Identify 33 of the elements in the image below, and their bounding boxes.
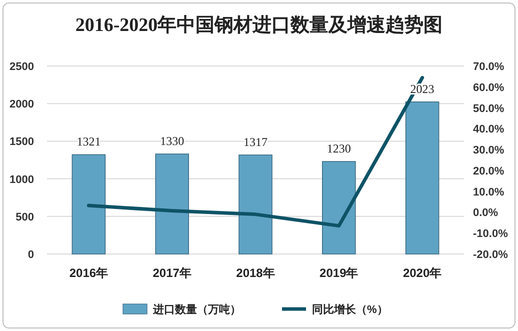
- data-label: 1230: [326, 142, 351, 156]
- y-tick-label: 1500: [10, 136, 34, 148]
- y2-tick-label: 10.0%: [473, 186, 504, 198]
- x-tick-label: 2017年: [152, 266, 192, 280]
- y2-tick-label: 50.0%: [473, 102, 504, 115]
- x-tick-label: 2016年: [69, 266, 108, 280]
- legend-label: 同比增长（%）: [312, 303, 388, 316]
- y-tick-label: 1000: [10, 174, 34, 186]
- legend-label: 进口数量（万吨）: [152, 303, 241, 316]
- y2-tick-label: -10.0%: [473, 228, 508, 240]
- bar: [322, 161, 356, 254]
- y2-tick-label: 0.0%: [473, 207, 498, 220]
- y2-tick-label: 40.0%: [473, 124, 504, 136]
- bar: [238, 154, 272, 254]
- y-tick-label: 2000: [10, 98, 34, 111]
- y-tick-label: 500: [16, 211, 34, 224]
- bar: [155, 154, 189, 254]
- y2-tick-label: -20.0%: [473, 249, 508, 261]
- y-tick-label: 2500: [10, 61, 34, 73]
- y-tick-label: 0: [28, 249, 34, 261]
- y2-tick-label: 20.0%: [473, 165, 504, 178]
- y2-tick-label: 70.0%: [473, 61, 504, 73]
- bar: [72, 154, 106, 254]
- data-label: 1317: [244, 134, 268, 149]
- x-tick-label: 2019年: [320, 266, 358, 280]
- y2-tick-label: 60.0%: [473, 82, 504, 94]
- data-label: 1330: [160, 134, 184, 148]
- data-label: 1321: [76, 134, 101, 149]
- bar: [405, 101, 440, 254]
- chart-title: 2016-2020年中国钢材进口数量及增速趋势图: [75, 14, 443, 36]
- x-tick-label: 2020年: [402, 266, 442, 280]
- x-tick-label: 2018年: [236, 266, 275, 280]
- y2-tick-label: 30.0%: [473, 144, 504, 157]
